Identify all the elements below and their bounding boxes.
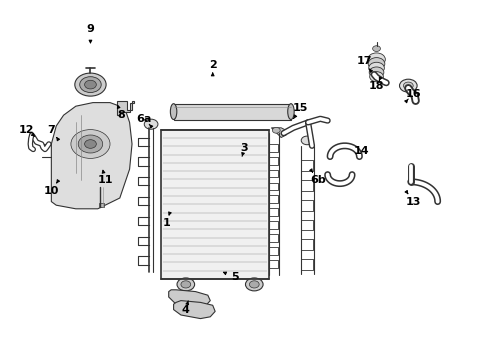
Circle shape [368, 67, 383, 78]
Circle shape [367, 58, 384, 70]
Polygon shape [168, 290, 210, 308]
Text: 14: 14 [353, 146, 369, 156]
Text: 5: 5 [230, 272, 238, 282]
Bar [173, 104, 290, 120]
Circle shape [80, 77, 101, 93]
Circle shape [368, 62, 384, 74]
Circle shape [249, 281, 259, 288]
Circle shape [403, 82, 412, 89]
Text: 9: 9 [86, 24, 94, 34]
Circle shape [301, 136, 312, 145]
Text: 15: 15 [292, 103, 308, 113]
Polygon shape [117, 101, 134, 115]
Text: 18: 18 [368, 81, 384, 91]
Text: 10: 10 [43, 186, 59, 196]
Text: 1: 1 [162, 218, 170, 228]
Circle shape [144, 119, 158, 129]
Circle shape [84, 140, 96, 148]
Text: 3: 3 [240, 143, 248, 153]
Polygon shape [173, 301, 215, 319]
Text: 6b: 6b [309, 175, 325, 185]
Text: 8: 8 [117, 110, 125, 120]
Polygon shape [99, 203, 104, 207]
Circle shape [181, 281, 190, 288]
Circle shape [71, 130, 110, 158]
Circle shape [369, 72, 383, 82]
Text: 16: 16 [405, 89, 420, 99]
Polygon shape [51, 103, 132, 209]
Ellipse shape [170, 104, 177, 120]
Circle shape [78, 135, 102, 153]
Text: 6a: 6a [136, 114, 152, 124]
Circle shape [177, 278, 194, 291]
Text: 11: 11 [97, 175, 113, 185]
Circle shape [399, 79, 416, 92]
Ellipse shape [287, 104, 294, 120]
Text: 4: 4 [182, 305, 189, 315]
Text: 17: 17 [356, 56, 371, 66]
Text: 12: 12 [19, 125, 35, 135]
Bar [161, 130, 268, 279]
Text: 2: 2 [208, 60, 216, 70]
Polygon shape [271, 128, 285, 138]
Text: 7: 7 [47, 125, 55, 135]
Circle shape [84, 80, 96, 89]
Circle shape [272, 127, 280, 133]
Text: 13: 13 [405, 197, 420, 207]
Circle shape [75, 73, 106, 96]
Circle shape [245, 278, 263, 291]
Circle shape [372, 46, 380, 51]
Circle shape [367, 53, 385, 66]
